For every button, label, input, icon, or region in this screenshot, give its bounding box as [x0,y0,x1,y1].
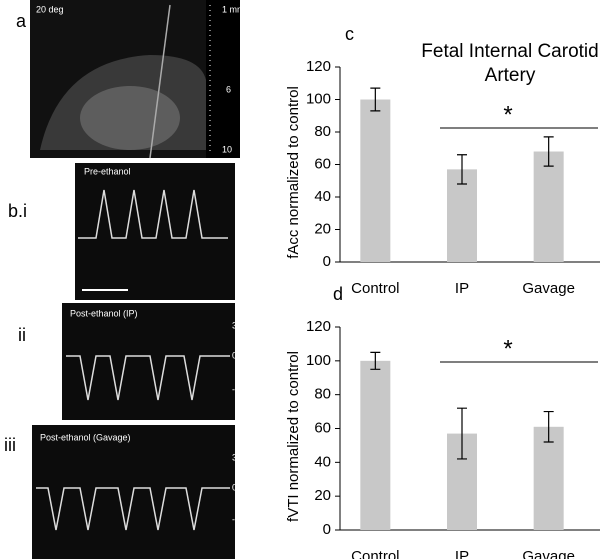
panel-label: ii [18,325,26,345]
y-tick-label: 0 [323,521,331,538]
x-tick-label: IP [455,280,469,297]
image-text: 0.0 [232,482,245,492]
bar [360,99,391,262]
error-bar [543,136,554,167]
image-text: 6 [226,84,231,94]
panel-label: a [16,11,27,31]
image-text: 0 [236,232,241,242]
doppler-image [62,303,235,420]
image-text: Post-ethanol (IP) [70,308,138,318]
error-bar [457,407,467,460]
y-tick-label: 60 [314,419,331,436]
bar [533,151,564,262]
image-text: 10 [222,144,232,154]
significance-star: * [503,335,512,362]
y-axis-label: fVTI normalized to control [285,351,302,522]
panel-label: iii [4,435,16,455]
y-tick-label: 40 [314,453,331,470]
y-tick-label: 100 [306,352,331,369]
x-tick-label: Gavage [522,548,575,559]
y-tick-label: 60 [314,155,331,172]
waveform [66,355,230,401]
x-tick-label: Control [351,280,399,297]
y-tick-label: 120 [306,58,331,75]
y-tick-label: 40 [314,188,331,205]
fetus [80,86,180,150]
chart-title: Fetal Internal Carotid Artery [421,41,599,86]
panel-label: b.i [8,201,27,221]
doppler-image [75,163,235,300]
y-tick-label: 20 [314,487,331,504]
bar [447,169,477,262]
panel-label: c [345,24,354,44]
doppler-line [149,4,171,159]
image-text: -50 [236,264,249,274]
y-tick-label: 80 [314,386,331,403]
x-tick-label: IP [455,548,469,559]
y-tick-label: 100 [306,90,331,107]
error-bar [370,351,381,370]
image-text: 1 mm [222,4,245,14]
significance-star: * [503,101,512,128]
y-tick-label: 0 [323,253,331,270]
error-bar [457,154,467,185]
x-tick-label: Control [351,548,399,559]
ruler [206,0,240,158]
image-text: Post-ethanol (Gavage) [40,432,131,442]
image-text: -30.0 [232,384,253,394]
y-tick-label: 80 [314,123,331,140]
x-tick-label: Gavage [522,280,575,297]
image-text: 182 [236,164,251,174]
title-box: Fetal Internal Carotid Artery [421,41,599,86]
error-bar [543,410,554,443]
image-text: 30.0 [232,452,250,462]
image-text: 0.0 [232,350,245,360]
bar [533,426,564,530]
bar [360,360,391,530]
image-text: -30.0 [232,514,253,524]
y-axis-label: fAcc normalized to control [285,86,302,259]
y-tick-label: 120 [306,318,331,335]
image-text: Pre-ethanol [84,166,131,176]
y-tick-label: 20 [314,220,331,237]
error-bar [370,87,381,112]
image-text: 20 deg [36,4,64,14]
image-text: 30.0 [232,320,250,330]
waveform [36,487,230,531]
panel-label: d [333,284,343,304]
waveform [78,189,228,239]
